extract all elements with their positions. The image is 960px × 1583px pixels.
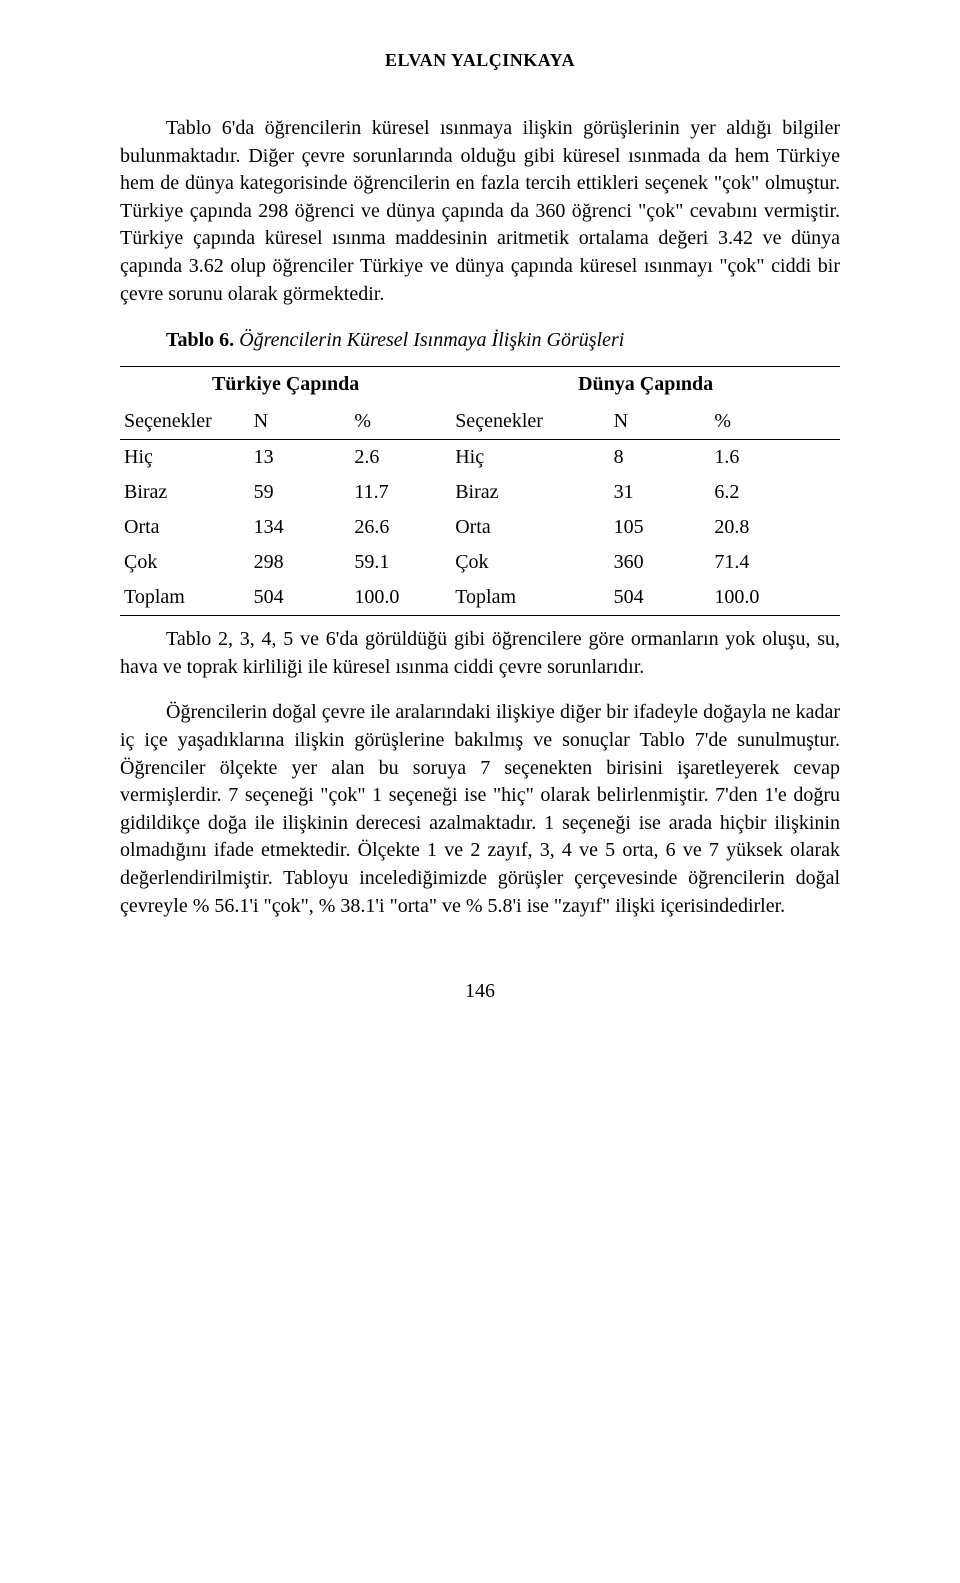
cell: Çok (451, 545, 609, 580)
cell: 105 (610, 510, 711, 545)
paragraph-2: Tablo 2, 3, 4, 5 ve 6'da görüldüğü gibi … (120, 626, 840, 681)
col-sec-right: Seçenekler (451, 404, 609, 440)
cell: Hiç (451, 440, 609, 476)
cell: 13 (250, 440, 351, 476)
cell: 20.8 (710, 510, 840, 545)
cell: 59 (250, 475, 351, 510)
cell: 134 (250, 510, 351, 545)
cell: 8 (610, 440, 711, 476)
col-n-right: N (610, 404, 711, 440)
cell: 26.6 (350, 510, 451, 545)
cell: 100.0 (710, 580, 840, 616)
col-pct-left: % (350, 404, 451, 440)
cell: Hiç (120, 440, 250, 476)
paragraph-1: Tablo 6'da öğrencilerin küresel ısınmaya… (120, 115, 840, 308)
col-pct-right: % (710, 404, 840, 440)
page-header-author: ELVAN YALÇINKAYA (120, 50, 840, 71)
cell: Biraz (120, 475, 250, 510)
table6-title: Tablo 6. Öğrencilerin Küresel Isınmaya İ… (166, 326, 840, 354)
table-row: Toplam 504 100.0 Toplam 504 100.0 (120, 580, 840, 616)
cell: 100.0 (350, 580, 451, 616)
cell: 2.6 (350, 440, 451, 476)
table-row: Hiç 13 2.6 Hiç 8 1.6 (120, 440, 840, 476)
table6-title-text: Öğrencilerin Küresel Isınmaya İlişkin Gö… (234, 329, 624, 351)
cell: 360 (610, 545, 711, 580)
table6-title-label: Tablo 6. (166, 329, 234, 351)
cell: Çok (120, 545, 250, 580)
col-n-left: N (250, 404, 351, 440)
cell: Toplam (120, 580, 250, 616)
cell: 71.4 (710, 545, 840, 580)
cell: 1.6 (710, 440, 840, 476)
cell: Orta (120, 510, 250, 545)
paragraph-3: Öğrencilerin doğal çevre ile aralarındak… (120, 699, 840, 920)
table6-body: Hiç 13 2.6 Hiç 8 1.6 Biraz 59 11.7 Biraz… (120, 440, 840, 616)
cell: 6.2 (710, 475, 840, 510)
cell: Toplam (451, 580, 609, 616)
table6-group-right: Dünya Çapında (451, 367, 840, 405)
table6: Türkiye Çapında Dünya Çapında Seçenekler… (120, 366, 840, 616)
cell: 298 (250, 545, 351, 580)
cell: Biraz (451, 475, 609, 510)
cell: 31 (610, 475, 711, 510)
table6-group-left: Türkiye Çapında (120, 367, 451, 405)
page-number: 146 (120, 980, 840, 1003)
table-row: Orta 134 26.6 Orta 105 20.8 (120, 510, 840, 545)
cell: 504 (610, 580, 711, 616)
cell: 11.7 (350, 475, 451, 510)
cell: 504 (250, 580, 351, 616)
cell: 59.1 (350, 545, 451, 580)
cell: Orta (451, 510, 609, 545)
table-row: Biraz 59 11.7 Biraz 31 6.2 (120, 475, 840, 510)
col-sec-left: Seçenekler (120, 404, 250, 440)
table-row: Çok 298 59.1 Çok 360 71.4 (120, 545, 840, 580)
